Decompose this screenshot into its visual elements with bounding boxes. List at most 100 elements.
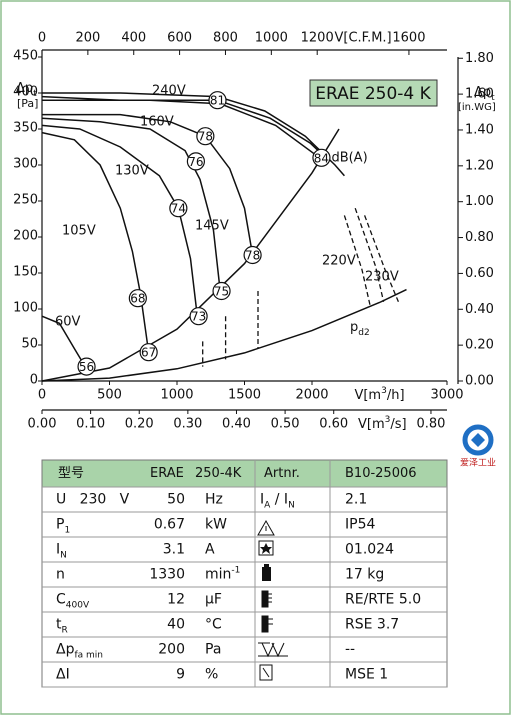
sound-level-marker [243, 245, 262, 265]
table-header-cell: 250-4K [195, 466, 242, 481]
icon-warning [257, 519, 275, 536]
sound-level-label: 78 [198, 130, 213, 144]
table-label: IN [56, 542, 67, 561]
icon-door [259, 664, 273, 681]
curve-label: 160V [140, 115, 174, 130]
y-tick-label: 150 [13, 265, 38, 280]
sound-level-label: 76 [188, 155, 203, 169]
table-unit: kW [205, 517, 227, 533]
x-tick-label: 2000 [295, 388, 328, 403]
y2-tick-label: 0.00 [465, 374, 494, 389]
table-rating: RSE 3.7 [345, 617, 399, 633]
table-label-part: N [60, 550, 67, 560]
y-tick-label: 400 [13, 85, 38, 100]
y-tick-label: 0 [30, 373, 38, 388]
table-unit-part: min [205, 567, 231, 583]
y2-tick-label: 1.20 [465, 158, 494, 173]
fan-curve [41, 315, 86, 367]
table-label: Δpfa min [56, 642, 103, 661]
sound-level-label: 68 [130, 292, 145, 306]
table-value: 1330 [149, 567, 185, 583]
table-spec-part: N [288, 500, 295, 510]
table-icons [257, 519, 288, 681]
sound-level-label: 84 [314, 151, 329, 165]
icon-door-line [262, 667, 270, 678]
ms-axis-label: V[m3/s] [358, 415, 407, 432]
fan-curve-extension [363, 215, 399, 303]
table-unit: % [205, 667, 218, 683]
fan-curve [42, 99, 327, 166]
y-tick-label: 450 [13, 49, 38, 64]
y2-axis-label-part: t [491, 93, 495, 103]
icon-weight [262, 567, 271, 581]
fan-curve [41, 288, 407, 382]
y-axis-label-part: t [33, 89, 37, 99]
table-unit: Hz [205, 492, 223, 508]
table-unit: A [205, 542, 215, 558]
logo: 爱泽工业 [460, 424, 496, 469]
ms-tick-label: 0.10 [76, 417, 105, 432]
ms-tick-label: 0.80 [416, 417, 445, 432]
x-tick-label: 3000 [430, 388, 463, 403]
table-value: 3.1 [163, 542, 185, 558]
table-value: 0.67 [154, 517, 185, 533]
y2-tick-label: 0.60 [465, 266, 494, 281]
table-unit: min-1 [205, 565, 240, 583]
cfm-tick-label: 1600 [392, 31, 425, 46]
table-label-part: I [56, 542, 60, 558]
sound-level-label: 78 [245, 249, 260, 263]
sound-level-marker [196, 127, 215, 146]
fan-curve [41, 128, 340, 382]
table-label: C400V [56, 592, 90, 611]
x-axis-label-part: V[m [354, 388, 381, 403]
table-value: 50 [167, 492, 185, 508]
table-rating: 17 kg [345, 567, 384, 583]
icon-star [260, 543, 272, 554]
cfm-tick-label: 1000 [255, 31, 288, 46]
sound-level-label: 75 [214, 285, 229, 299]
table-rating: 2.1 [345, 492, 367, 508]
table-header-cell: B10-25006 [345, 466, 417, 481]
table-rating: RE/RTE 5.0 [345, 592, 421, 608]
curve-label-part: p [350, 320, 358, 335]
table-rating: MSE 1 [345, 667, 388, 683]
x-tick-label: 0 [38, 388, 46, 403]
x-tick-label: 1000 [160, 388, 193, 403]
table-label-part: ΔI [56, 667, 70, 683]
table-label-part: 1 [64, 525, 70, 535]
table-label: n [56, 567, 65, 583]
fan-curve [41, 124, 199, 317]
fan-curve [41, 117, 221, 292]
table-rating: IP54 [345, 517, 375, 533]
sound-level-label: 74 [171, 202, 186, 216]
curve-label-part: d2 [358, 328, 369, 338]
table-value: 40 [167, 617, 185, 633]
curve-label: 130V [115, 164, 149, 179]
table-label: ΔI [56, 667, 70, 683]
sound-unit: dB(A) [331, 150, 367, 165]
y-tick-label: 200 [13, 229, 38, 244]
table-header-cell: ERAE [150, 466, 184, 481]
curve-label: 230V [365, 270, 399, 285]
chart-title: ERAE 250-4 K [315, 84, 431, 104]
y2-axis-unit: [in.WG] [458, 102, 496, 113]
y2-tick-label: 0.40 [465, 302, 494, 317]
table-unit-part: -1 [231, 565, 240, 575]
y2-tick-label: 1.40 [465, 122, 494, 137]
y2-axis-label-part: Δp [474, 85, 491, 100]
cfm-tick-label: 600 [167, 31, 192, 46]
fan-curve-extension [343, 215, 371, 306]
x-axis-label: V[m3/h] [354, 386, 404, 403]
logo-text: 爱泽工业 [460, 458, 496, 469]
x-axis-label-part: /h] [387, 388, 405, 403]
y-axis-label: Δpt [16, 81, 37, 99]
x-axis-label-part: 3 [381, 386, 387, 396]
y-tick-label: 350 [13, 121, 38, 136]
cfm-axis-label: V[C.F.M.] [335, 31, 392, 46]
sound-level-marker [189, 307, 208, 326]
cfm-tick-label: 0 [38, 31, 46, 46]
sound-level-marker [139, 343, 158, 362]
y2-tick-label: 1.60 [465, 87, 494, 102]
